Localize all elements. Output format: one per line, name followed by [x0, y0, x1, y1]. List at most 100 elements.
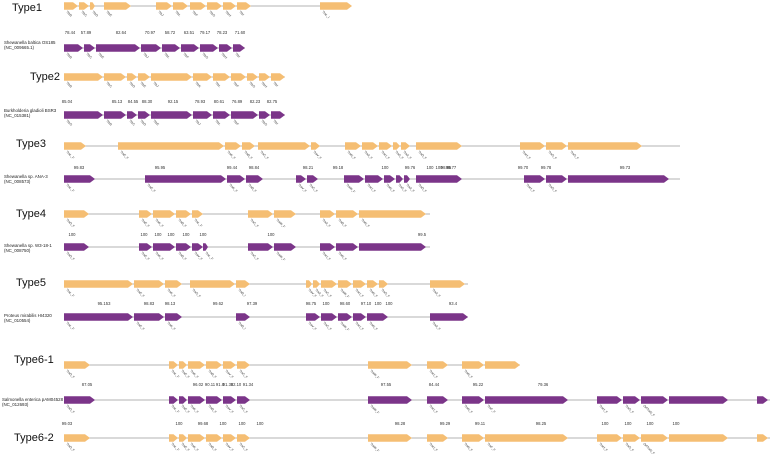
reference-gene-arrow: [365, 175, 383, 183]
reference-gene-arrow: [320, 243, 335, 251]
identity-value: 100: [168, 232, 176, 237]
query-gene-label: TraK_F: [189, 442, 199, 452]
identity-value: 92.15: [168, 99, 179, 104]
reference-gene-label: TraG_F: [547, 183, 558, 194]
query-gene-label: TraA_F: [402, 150, 412, 160]
query-gene-arrow: [90, 2, 95, 10]
reference-gene-arrow: [153, 243, 175, 251]
query-gene-label: TraU_F: [380, 150, 390, 160]
type5-title: Type5: [16, 277, 46, 289]
type3-organism: Shewanella sp. ANA-3 (NC_008573): [4, 174, 48, 185]
identity-value: 98.84: [249, 165, 260, 170]
identity-value: 97.10: [361, 301, 372, 306]
query-gene-arrow: [127, 73, 137, 81]
identity-value: 99.62: [213, 301, 224, 306]
reference-gene-arrow: [64, 111, 103, 119]
identity-value: 99.83: [74, 165, 85, 170]
reference-gene-label: TraB_F: [247, 183, 257, 193]
query-gene-arrow: [151, 73, 192, 81]
organism-name: Salmonella enterica pAM04528: [2, 397, 64, 402]
query-gene-arrow: [757, 434, 768, 442]
type4-organism: Shewanella sp. W3-18-1 (NC_008750): [4, 243, 52, 254]
query-gene-label: TrbH: [224, 10, 232, 18]
query-gene-arrow: [153, 210, 175, 218]
query-gene-label: TraU_F: [354, 288, 364, 298]
reference-gene-label: TraS_F: [397, 183, 407, 193]
identity-value: 91.30: [223, 382, 234, 387]
reference-gene-arrow: [430, 313, 468, 321]
reference-gene-label: TraW_F: [369, 404, 380, 415]
organism-accession: (NC_008750): [4, 248, 31, 254]
identity-value: 95.153: [98, 301, 111, 306]
identity-value: 99.76: [405, 165, 416, 170]
query-gene-label: TrbL: [174, 10, 182, 18]
query-gene-arrow: [379, 280, 388, 288]
reference-identity-value: 100: [625, 421, 633, 426]
reference-gene-label: TraV_F: [193, 251, 203, 261]
reference-gene-label: TraE_F: [135, 321, 145, 331]
identity-value: 100: [386, 301, 394, 306]
reference-gene-label: TraU_F: [428, 404, 438, 414]
reference-gene-label: TraW_F: [339, 321, 350, 332]
reference-gene-arrow: [84, 44, 95, 52]
reference-gene-label: TrbC: [85, 52, 93, 60]
identity-value: 82.64: [116, 30, 127, 35]
query-gene-arrow: [207, 2, 222, 10]
reference-gene-arrow: [368, 396, 412, 404]
query-gene-label: TraL_F: [170, 369, 180, 379]
query-gene-label: TraL_I: [321, 10, 330, 19]
query-gene-arrow: [462, 361, 484, 369]
query-gene-arrow: [336, 210, 358, 218]
reference-gene-label: TraK_F: [189, 404, 199, 414]
reference-gene-arrow: [188, 396, 205, 404]
reference-gene-label: TrbG: [201, 52, 209, 60]
identity-value: 82.75: [267, 99, 278, 104]
identity-value: 84.55: [128, 99, 139, 104]
query-gene-label: TraL_F: [193, 218, 203, 228]
identity-value: 100: [382, 165, 390, 170]
query-gene-arrow: [134, 280, 164, 288]
type2-organism: Burkholderia gladioli BSR3 (NC_015381): [4, 108, 56, 119]
query-gene-arrow: [368, 361, 412, 369]
query-gene-arrow: [190, 2, 206, 10]
organism-accession: (NC_015381): [4, 113, 31, 119]
reference-identity-value: 98.28: [395, 421, 406, 426]
query-gene-label: TraB_I: [237, 288, 247, 298]
reference-gene-label: TraK_F: [166, 321, 176, 331]
reference-gene-arrow: [623, 396, 640, 404]
identity-value: 100: [436, 165, 444, 170]
identity-value: 100: [323, 301, 331, 306]
reference-gene-arrow: [396, 175, 403, 183]
reference-gene-arrow: [134, 313, 164, 321]
query-gene-label: TraH_F: [598, 442, 608, 452]
reference-gene-label: TraN_F: [463, 404, 473, 414]
query-gene-arrow: [223, 434, 236, 442]
reference-gene-label: TraW_F: [275, 251, 286, 262]
reference-gene-label: TraL_F: [170, 404, 180, 414]
identity-value: 93.4: [449, 301, 458, 306]
reference-gene-arrow: [353, 313, 366, 321]
query-gene-label: TraD_F: [417, 150, 427, 160]
reference-gene-arrow: [271, 111, 285, 119]
organism-name: Shewanella baltica OS185: [4, 40, 56, 45]
reference-gene-label: TraH_F: [598, 404, 608, 414]
query-gene-arrow: [156, 2, 172, 10]
reference-gene-label: TraG_F: [624, 404, 635, 415]
reference-gene-label: TraE_F: [146, 183, 156, 193]
query-gene-label: OrfTraN_F: [642, 442, 656, 456]
query-gene-arrow: [118, 142, 224, 150]
identity-value: 99.5: [418, 232, 427, 237]
reference-gene-label: TrbJ: [142, 52, 150, 60]
query-gene-label: TrbH: [260, 81, 268, 89]
identity-value: 70.97: [145, 30, 156, 35]
reference-gene-arrow: [138, 111, 150, 119]
reference-gene-label: TraH_F: [525, 183, 535, 193]
query-gene-arrow: [485, 434, 568, 442]
reference-identity-value: 98.25: [536, 421, 547, 426]
identity-value: 98.83: [144, 301, 155, 306]
reference-gene-label: TraF_F: [486, 404, 496, 414]
identity-value: 78.23: [217, 30, 228, 35]
type6-2-title: Type6-2: [14, 432, 54, 444]
reference-identity-value: 99.29: [440, 421, 451, 426]
reference-gene-label: TrbI: [234, 52, 241, 59]
